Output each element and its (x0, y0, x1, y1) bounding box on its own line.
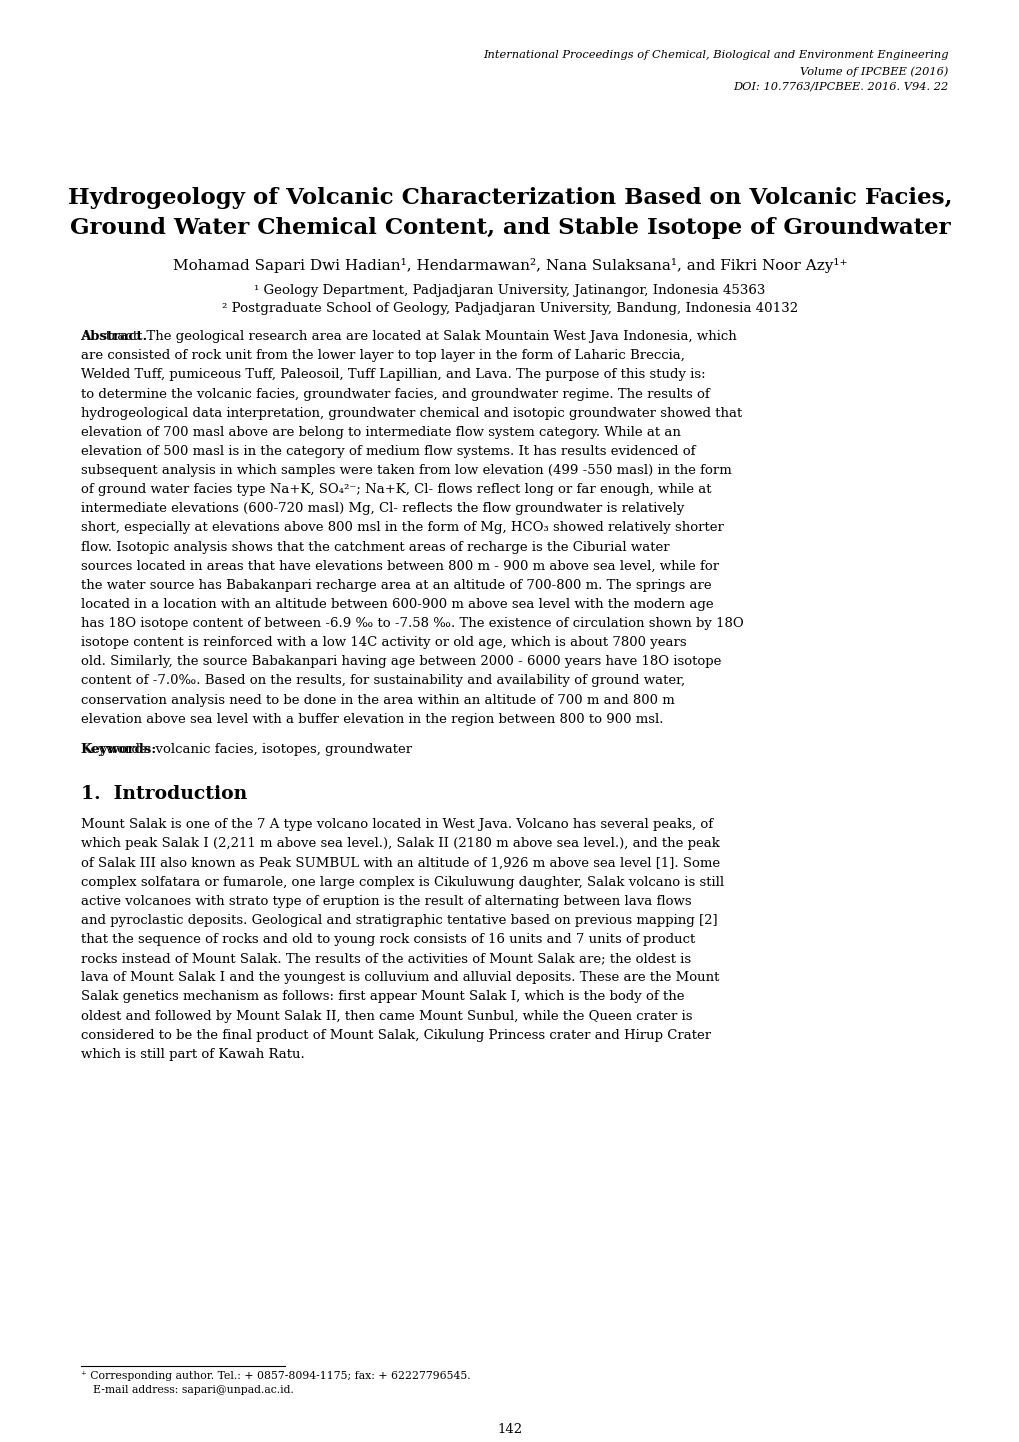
Text: 1.  Introduction: 1. Introduction (81, 784, 247, 803)
Text: complex solfatara or fumarole, one large complex is Cikuluwung daughter, Salak v: complex solfatara or fumarole, one large… (81, 875, 723, 888)
Text: rocks instead of Mount Salak. The results of the activities of Mount Salak are; : rocks instead of Mount Salak. The result… (81, 952, 690, 965)
Text: DOI: 10.7763/IPCBEE. 2016. V94. 22: DOI: 10.7763/IPCBEE. 2016. V94. 22 (733, 82, 948, 92)
Text: short, especially at elevations above 800 msl in the form of Mg, HCO₃ showed rel: short, especially at elevations above 80… (81, 522, 722, 535)
Text: elevation above sea level with a buffer elevation in the region between 800 to 9: elevation above sea level with a buffer … (81, 712, 662, 725)
Text: Keywords: volcanic facies, isotopes, groundwater: Keywords: volcanic facies, isotopes, gro… (81, 743, 412, 756)
Text: International Proceedings of Chemical, Biological and Environment Engineering: International Proceedings of Chemical, B… (483, 50, 948, 61)
Text: which peak Salak I (2,211 m above sea level.), Salak II (2180 m above sea level.: which peak Salak I (2,211 m above sea le… (81, 838, 718, 851)
Text: Salak genetics mechanism as follows: first appear Mount Salak I, which is the bo: Salak genetics mechanism as follows: fir… (81, 991, 684, 1004)
Text: Abstract.: Abstract. (81, 330, 148, 343)
Text: Mohamad Sapari Dwi Hadian¹, Hendarmawan², Nana Sulaksana¹, and Fikri Noor Azy¹⁺: Mohamad Sapari Dwi Hadian¹, Hendarmawan²… (172, 258, 847, 273)
Text: Ground Water Chemical Content, and Stable Isotope of Groundwater: Ground Water Chemical Content, and Stabl… (69, 218, 950, 239)
Text: Keywords:: Keywords: (81, 743, 157, 756)
Text: content of -7.0‰. Based on the results, for sustainability and availability of g: content of -7.0‰. Based on the results, … (81, 675, 684, 688)
Text: E-mail address: sapari@unpad.ac.id.: E-mail address: sapari@unpad.ac.id. (93, 1386, 293, 1396)
Text: oldest and followed by Mount Salak II, then came Mount Sunbul, while the Queen c: oldest and followed by Mount Salak II, t… (81, 1009, 692, 1022)
Text: ² Postgraduate School of Geology, Padjadjaran University, Bandung, Indonesia 401: ² Postgraduate School of Geology, Padjad… (222, 303, 797, 316)
Text: Volume of IPCBEE (2016): Volume of IPCBEE (2016) (800, 66, 948, 76)
Text: sources located in areas that have elevations between 800 m - 900 m above sea le: sources located in areas that have eleva… (81, 559, 718, 572)
Text: isotope content is reinforced with a low 14C activity or old age, which is about: isotope content is reinforced with a low… (81, 636, 686, 649)
Text: and pyroclastic deposits. Geological and stratigraphic tentative based on previo: and pyroclastic deposits. Geological and… (81, 914, 716, 927)
Text: that the sequence of rocks and old to young rock consists of 16 units and 7 unit: that the sequence of rocks and old to yo… (81, 933, 694, 946)
Text: Mount Salak is one of the 7 A type volcano located in West Java. Volcano has sev: Mount Salak is one of the 7 A type volca… (81, 818, 712, 831)
Text: of Salak III also known as Peak SUMBUL with an altitude of 1,926 m above sea lev: of Salak III also known as Peak SUMBUL w… (81, 857, 719, 870)
Text: Abstract.: Abstract. (81, 330, 148, 343)
Text: Hydrogeology of Volcanic Characterization Based on Volcanic Facies,: Hydrogeology of Volcanic Characterizatio… (67, 187, 952, 209)
Text: considered to be the final product of Mount Salak, Cikulung Princess crater and : considered to be the final product of Mo… (81, 1028, 710, 1041)
Text: Keywords:: Keywords: (81, 743, 157, 756)
Text: the water source has Babakanpari recharge area at an altitude of 700-800 m. The : the water source has Babakanpari recharg… (81, 578, 710, 591)
Text: 142: 142 (497, 1423, 522, 1436)
Text: which is still part of Kawah Ratu.: which is still part of Kawah Ratu. (81, 1048, 304, 1061)
Text: ⁺ Corresponding author. Tel.: + 0857-8094-1175; fax: + 62227796545.: ⁺ Corresponding author. Tel.: + 0857-809… (81, 1371, 470, 1381)
Text: to determine the volcanic facies, groundwater facies, and groundwater regime. Th: to determine the volcanic facies, ground… (81, 388, 708, 401)
Text: are consisted of rock unit from the lower layer to top layer in the form of Laha: are consisted of rock unit from the lowe… (81, 349, 684, 362)
Text: hydrogeological data interpretation, groundwater chemical and isotopic groundwat: hydrogeological data interpretation, gro… (81, 407, 741, 420)
Text: lava of Mount Salak I and the youngest is colluvium and alluvial deposits. These: lava of Mount Salak I and the youngest i… (81, 972, 718, 985)
Text: elevation of 500 masl is in the category of medium flow systems. It has results : elevation of 500 masl is in the category… (81, 446, 694, 459)
Text: conservation analysis need to be done in the area within an altitude of 700 m an: conservation analysis need to be done in… (81, 694, 674, 707)
Text: subsequent analysis in which samples were taken from low elevation (499 -550 mas: subsequent analysis in which samples wer… (81, 464, 731, 477)
Text: intermediate elevations (600-720 masl) Mg, Cl- reflects the flow groundwater is : intermediate elevations (600-720 masl) M… (81, 502, 684, 515)
Text: Abstract. The geological research area are located at Salak Mountain West Java I: Abstract. The geological research area a… (81, 330, 736, 343)
Text: active volcanoes with strato type of eruption is the result of alternating betwe: active volcanoes with strato type of eru… (81, 895, 691, 908)
Text: located in a location with an altitude between 600-900 m above sea level with th: located in a location with an altitude b… (81, 598, 712, 611)
Text: ¹ Geology Department, Padjadjaran University, Jatinangor, Indonesia 45363: ¹ Geology Department, Padjadjaran Univer… (254, 284, 765, 297)
Text: old. Similarly, the source Babakanpari having age between 2000 - 6000 years have: old. Similarly, the source Babakanpari h… (81, 655, 720, 668)
Text: flow. Isotopic analysis shows that the catchment areas of recharge is the Ciburi: flow. Isotopic analysis shows that the c… (81, 541, 668, 554)
Text: of ground water facies type Na+K, SO₄²⁻; Na+K, Cl- flows reflect long or far eno: of ground water facies type Na+K, SO₄²⁻;… (81, 483, 710, 496)
Text: Welded Tuff, pumiceous Tuff, Paleosoil, Tuff Lapillian, and Lava. The purpose of: Welded Tuff, pumiceous Tuff, Paleosoil, … (81, 368, 704, 381)
Text: has 18O isotope content of between -6.9 ‰ to -7.58 ‰. The existence of circulati: has 18O isotope content of between -6.9 … (81, 617, 743, 630)
Text: elevation of 700 masl above are belong to intermediate flow system category. Whi: elevation of 700 masl above are belong t… (81, 425, 680, 438)
